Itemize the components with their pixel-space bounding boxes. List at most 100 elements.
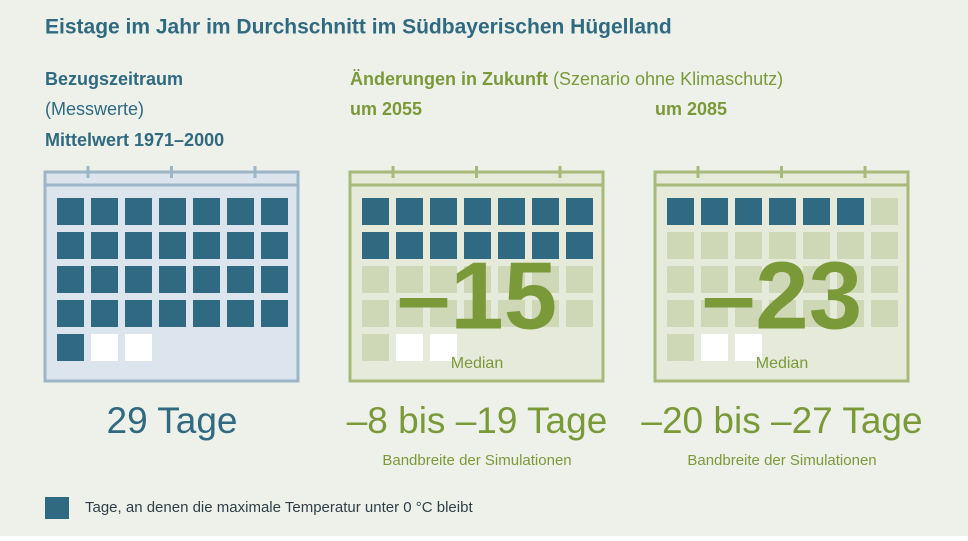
ice-day	[261, 198, 288, 225]
ice-day	[159, 266, 186, 293]
legend-swatch	[45, 497, 69, 519]
gained-day	[769, 300, 796, 327]
gained-day	[803, 232, 830, 259]
gained-day	[362, 334, 389, 361]
gained-day	[769, 232, 796, 259]
ice-day	[159, 198, 186, 225]
reference-note: (Messwerte)	[45, 99, 144, 119]
gained-day	[464, 266, 491, 293]
ice-day	[261, 266, 288, 293]
gained-day	[701, 232, 728, 259]
future-heading-main: Änderungen in Zukunft	[350, 69, 548, 89]
ice-day	[125, 266, 152, 293]
empty-cell	[125, 334, 152, 361]
ice-day	[532, 232, 559, 259]
ice-day	[396, 232, 423, 259]
gained-day	[498, 266, 525, 293]
gained-day	[701, 266, 728, 293]
ice-day	[701, 198, 728, 225]
gained-day	[430, 266, 457, 293]
gained-day	[837, 232, 864, 259]
gained-day	[498, 300, 525, 327]
change-value: –15	[397, 242, 557, 349]
ice-day	[735, 198, 762, 225]
ice-day	[566, 232, 593, 259]
ice-day	[91, 300, 118, 327]
gained-day	[871, 300, 898, 327]
gained-day	[735, 300, 762, 327]
scenario-label: um 2085	[655, 99, 727, 119]
gained-day	[837, 266, 864, 293]
reference-period: Mittelwert 1971–2000	[45, 130, 224, 150]
gained-day	[566, 300, 593, 327]
ice-day	[57, 232, 84, 259]
ice-day	[396, 198, 423, 225]
empty-cell	[701, 334, 728, 361]
gained-day	[566, 266, 593, 293]
gained-day	[667, 334, 694, 361]
ice-day	[125, 198, 152, 225]
range-note: Bandbreite der Simulationen	[687, 452, 876, 469]
empty-cell	[735, 334, 762, 361]
reference-heading: Bezugszeitraum	[45, 69, 183, 89]
legend-text: Tage, an denen die maximale Temperatur u…	[85, 499, 473, 516]
range: –20 bis –27 Tage	[641, 400, 922, 441]
ice-day	[91, 266, 118, 293]
ice-day	[193, 198, 220, 225]
ice-day	[430, 232, 457, 259]
ice-day	[125, 300, 152, 327]
median-label: Median	[756, 355, 808, 372]
ice-day	[125, 232, 152, 259]
gained-day	[837, 300, 864, 327]
gained-day	[362, 266, 389, 293]
ice-day	[193, 266, 220, 293]
gained-day	[769, 266, 796, 293]
gained-day	[871, 232, 898, 259]
gained-day	[871, 198, 898, 225]
change-value: –23	[702, 242, 862, 349]
gained-day	[430, 300, 457, 327]
gained-day	[532, 266, 559, 293]
ice-day	[227, 198, 254, 225]
ice-day	[837, 198, 864, 225]
ice-day	[193, 232, 220, 259]
gained-day	[803, 266, 830, 293]
future-heading: Änderungen in Zukunft (Szenario ohne Klim…	[350, 69, 783, 89]
empty-cell	[430, 334, 457, 361]
ice-day	[532, 198, 559, 225]
gained-day	[464, 300, 491, 327]
ice-day	[193, 300, 220, 327]
gained-day	[396, 266, 423, 293]
ice-day	[362, 198, 389, 225]
ice-day	[57, 266, 84, 293]
scenario-label: um 2055	[350, 99, 422, 119]
ice-day	[227, 266, 254, 293]
ice-day	[498, 198, 525, 225]
gained-day	[667, 232, 694, 259]
gained-day	[735, 232, 762, 259]
ice-day	[159, 300, 186, 327]
ice-day	[91, 198, 118, 225]
ice-day	[498, 232, 525, 259]
gained-day	[803, 300, 830, 327]
ice-day	[57, 334, 84, 361]
gained-day	[735, 266, 762, 293]
ice-day	[91, 232, 118, 259]
ice-day	[227, 232, 254, 259]
empty-cell	[91, 334, 118, 361]
empty-cell	[396, 334, 423, 361]
ice-day	[57, 300, 84, 327]
ice-day	[57, 198, 84, 225]
ice-day	[667, 198, 694, 225]
gained-day	[701, 300, 728, 327]
title: Eistage im Jahr im Durchschnitt im Südba…	[45, 16, 672, 39]
ice-day	[464, 198, 491, 225]
median-label: Median	[451, 355, 503, 372]
gained-day	[532, 300, 559, 327]
ice-day	[261, 300, 288, 327]
ice-day	[769, 198, 796, 225]
future-note: (Szenario ohne Klimaschutz)	[553, 69, 783, 89]
range: –8 bis –19 Tage	[347, 400, 608, 441]
gained-day	[667, 266, 694, 293]
